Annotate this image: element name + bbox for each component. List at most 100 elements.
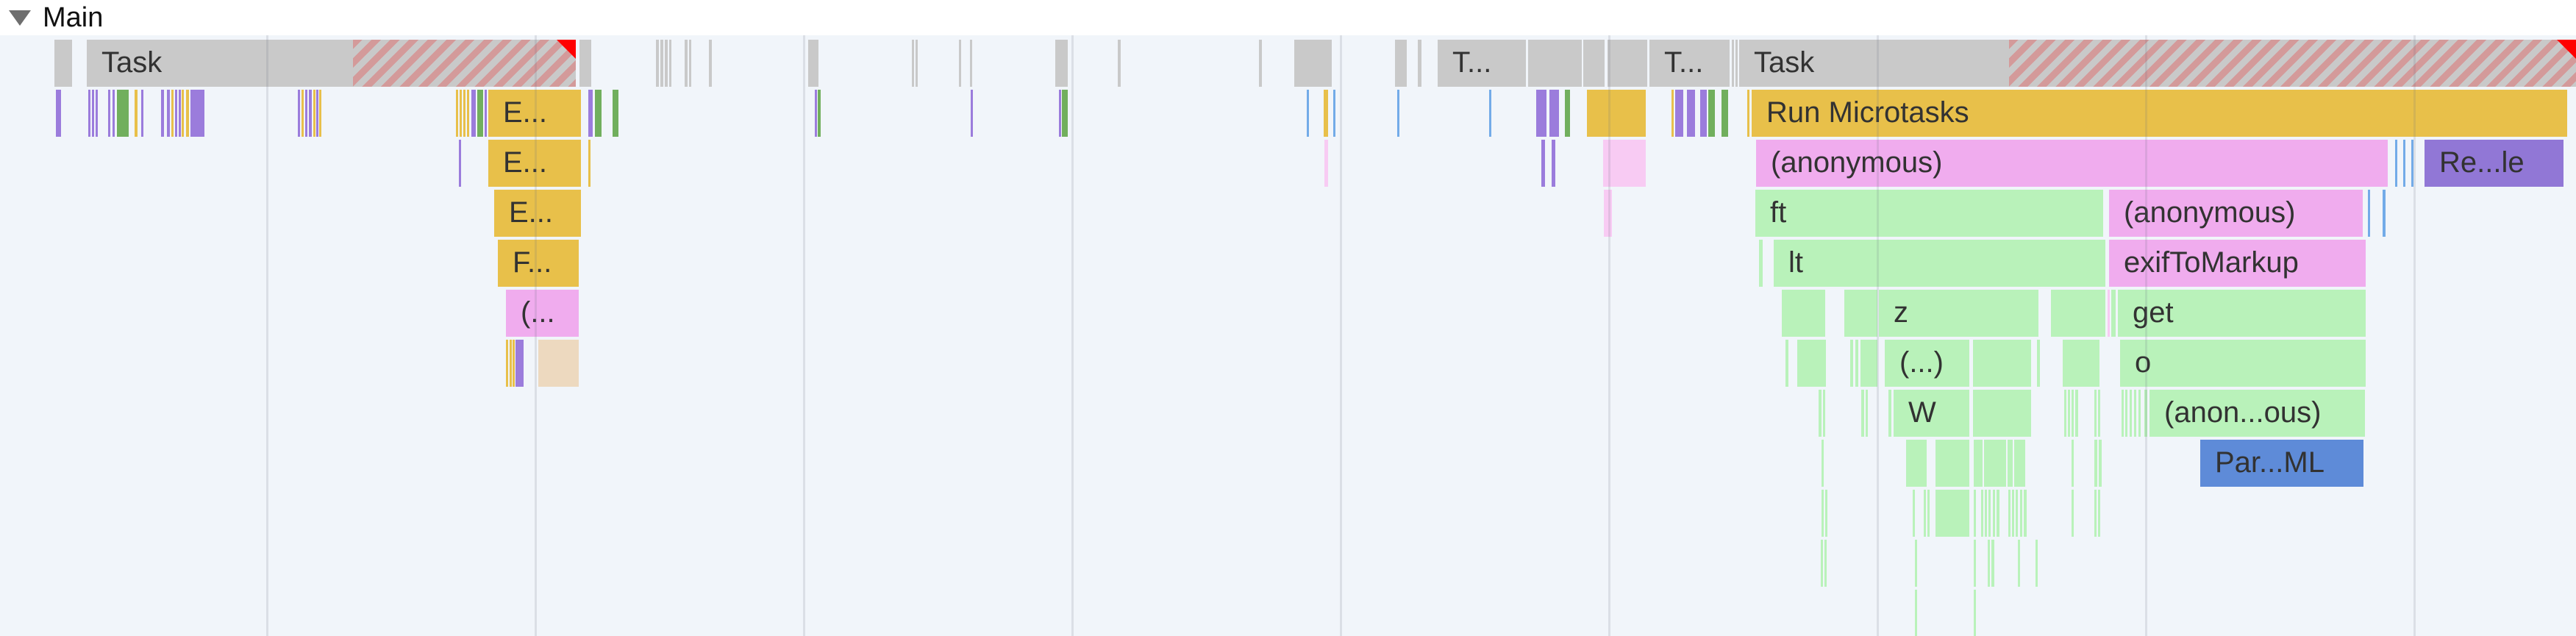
flame-bar[interactable] (1906, 440, 1927, 487)
flame-bar[interactable] (1747, 90, 1749, 137)
flame-bar[interactable] (1541, 140, 1545, 187)
flame-bar[interactable] (1722, 90, 1728, 137)
flame-bar[interactable] (2411, 140, 2413, 187)
flame-bar[interactable] (2138, 390, 2141, 437)
flame-bar[interactable] (1418, 40, 1421, 87)
flame-bar[interactable] (1974, 490, 1976, 537)
flame-bar[interactable] (2016, 490, 2018, 537)
flame-bar[interactable] (613, 90, 618, 137)
flame-bar[interactable] (1397, 90, 1399, 137)
flame-bar[interactable] (135, 90, 138, 137)
flame-bar[interactable] (515, 340, 524, 387)
flame-bar[interactable] (316, 90, 318, 137)
flame-bar[interactable] (595, 90, 602, 137)
flame-bar[interactable] (161, 90, 164, 137)
flame-bar[interactable] (477, 90, 483, 137)
flame-bar[interactable] (1324, 90, 1328, 137)
flame-bar[interactable] (171, 90, 174, 137)
flame-bar[interactable] (538, 340, 579, 387)
flame-bar-task[interactable]: Task (87, 40, 353, 87)
flame-bar[interactable] (2072, 440, 2074, 487)
flame-bar[interactable] (1708, 90, 1715, 137)
flame-bar[interactable] (2012, 490, 2014, 537)
flame-bar-e[interactable]: E... (488, 140, 581, 187)
flame-bar[interactable] (313, 90, 315, 137)
flame-bar[interactable] (1395, 40, 1407, 87)
flame-bar[interactable] (1866, 390, 1868, 437)
flame-bar[interactable] (1988, 540, 1990, 587)
flame-bar[interactable] (92, 90, 94, 137)
flame-bar-lt[interactable]: lt (1774, 240, 2105, 287)
flame-bar[interactable] (1984, 440, 2006, 487)
flame-bar[interactable] (2098, 490, 2100, 537)
flame-bar[interactable] (1825, 490, 1827, 537)
flame-bar[interactable] (1913, 490, 1915, 537)
flame-bar[interactable] (186, 90, 189, 137)
flame-bar[interactable] (685, 40, 688, 87)
flame-bar-par-ml[interactable]: Par...ML (2200, 440, 2363, 487)
flame-bar[interactable] (1552, 140, 1555, 187)
flame-bar[interactable] (818, 90, 821, 137)
flame-bar-t[interactable]: T... (1438, 40, 1526, 87)
flame-bar[interactable] (1974, 590, 1976, 636)
flame-bar[interactable] (506, 340, 508, 387)
flame-bar[interactable] (2037, 340, 2040, 387)
flame-bar[interactable] (1844, 290, 1877, 337)
flame-bar[interactable] (113, 90, 115, 137)
flame-bar[interactable] (1565, 90, 1570, 137)
flame-bar[interactable] (460, 90, 462, 137)
flame-bar[interactable] (1927, 490, 1930, 537)
flame-bar[interactable] (88, 90, 90, 137)
flame-bar[interactable] (1055, 40, 1068, 87)
flame-bar[interactable] (1993, 490, 1995, 537)
flame-bar-anonymous[interactable]: (anonymous) (1756, 140, 2388, 187)
flame-bar[interactable] (1549, 90, 1559, 137)
flame-bar[interactable] (971, 90, 973, 137)
flame-bar[interactable] (1583, 40, 1605, 87)
flame-bar[interactable] (2099, 440, 2102, 487)
flame-bar[interactable] (1333, 90, 1335, 137)
flame-bar[interactable] (1819, 390, 1822, 437)
flame-bar[interactable] (467, 90, 469, 137)
flame-bar[interactable] (175, 90, 177, 137)
flame-bar[interactable] (2036, 540, 2038, 587)
flame-bar[interactable] (669, 40, 671, 87)
flame-bar[interactable] (456, 90, 458, 137)
flame-bar[interactable] (2383, 190, 2386, 237)
flame-bar[interactable] (1935, 440, 1969, 487)
flame-bar[interactable] (815, 90, 817, 137)
flame-bar[interactable] (141, 90, 143, 137)
flame-bar[interactable] (1924, 490, 1926, 537)
flame-bar-o[interactable]: o (2120, 340, 2366, 387)
flame-bar[interactable] (709, 40, 712, 87)
flame-bar[interactable] (1782, 290, 1825, 337)
flame-bar[interactable] (1997, 490, 1999, 537)
flame-bar[interactable] (1973, 340, 2031, 387)
flame-bar[interactable] (1587, 90, 1646, 137)
flame-bar[interactable] (2134, 390, 2136, 437)
flame-bar[interactable] (1824, 540, 1827, 587)
flame-bar-[interactable]: (...) (1885, 340, 1969, 387)
flame-bar[interactable] (2122, 390, 2124, 437)
flame-bar[interactable] (1981, 490, 1983, 537)
flame-bar[interactable] (1259, 40, 1262, 87)
flame-bar[interactable] (1489, 90, 1491, 137)
flame-bar-re-le[interactable]: Re...le (2425, 140, 2563, 187)
flame-bar-z[interactable]: z (1879, 290, 2038, 337)
flame-bar[interactable] (2111, 290, 2116, 337)
flame-bar[interactable] (970, 40, 972, 87)
flame-bar[interactable] (2094, 440, 2097, 487)
flame-bar[interactable] (2014, 440, 2025, 487)
flame-bar[interactable] (1294, 40, 1332, 87)
flame-bar[interactable] (660, 40, 663, 87)
flame-bar[interactable] (513, 340, 515, 387)
flame-bar[interactable] (2395, 140, 2397, 187)
flame-bar[interactable] (579, 40, 591, 87)
flame-bar[interactable] (1888, 390, 1891, 437)
flame-bar[interactable] (117, 90, 129, 137)
flame-bar[interactable] (588, 140, 591, 187)
flame-bar-get[interactable]: get (2118, 290, 2366, 337)
flame-bar-[interactable]: (... (506, 290, 579, 337)
flame-bar[interactable] (912, 40, 914, 87)
flame-bar[interactable] (319, 90, 321, 137)
